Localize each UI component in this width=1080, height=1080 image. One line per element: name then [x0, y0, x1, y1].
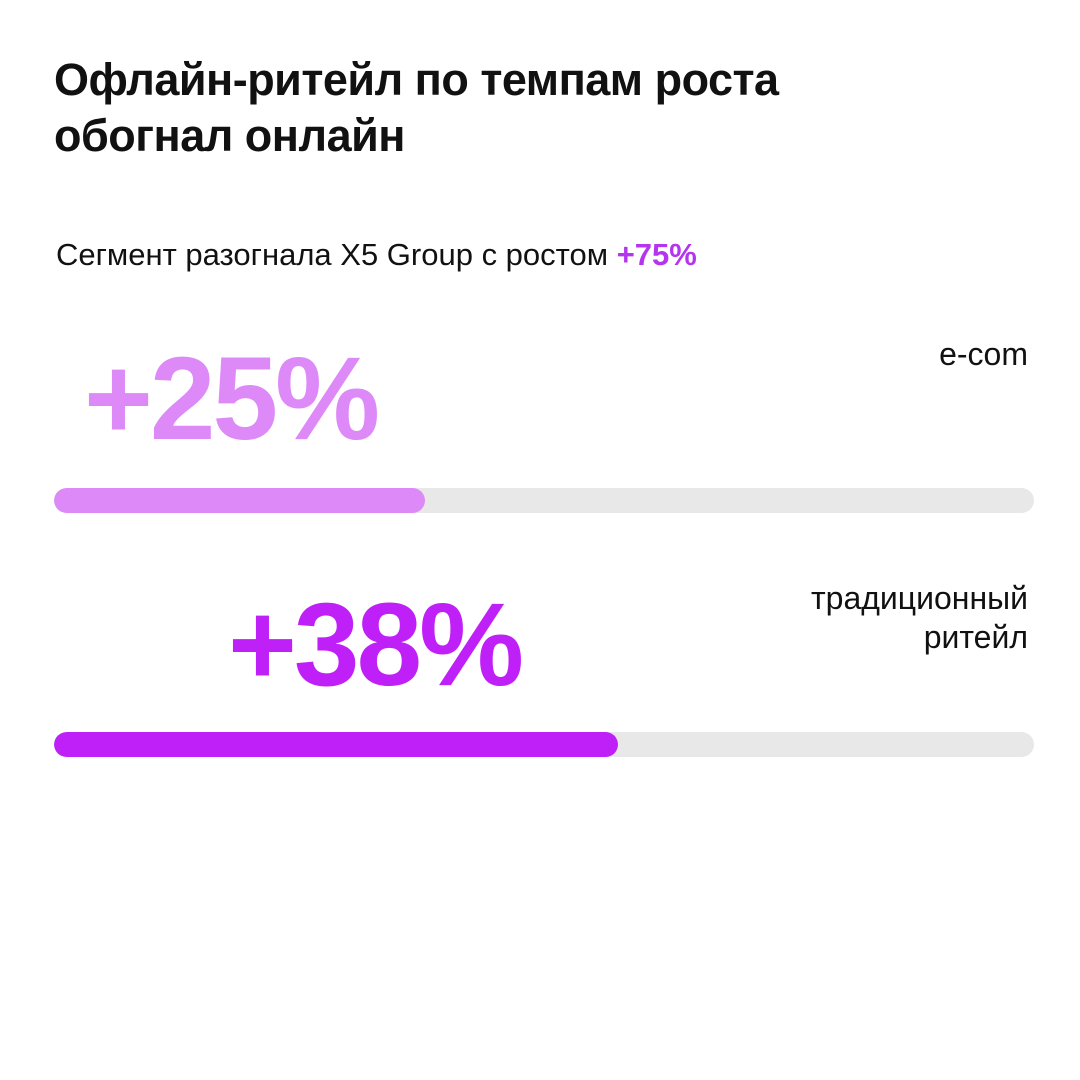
bar-fill-ecom — [54, 488, 426, 513]
subtitle: Сегмент разогнала X5 Group с ростом +75% — [56, 235, 697, 275]
bar-row-ecom: +25% e-com — [0, 330, 1080, 570]
bar-track-ecom — [54, 488, 1034, 513]
bar-track-traditional — [54, 732, 1034, 757]
page-title: Офлайн-ритейл по темпам роста обогнал он… — [54, 54, 779, 161]
subtitle-highlight: +75% — [616, 237, 697, 272]
category-label-traditional: традиционный ритейл — [811, 579, 1028, 657]
bar-row-traditional: +38% традиционный ритейл — [0, 574, 1080, 814]
category-label-traditional-line2: ритейл — [923, 619, 1028, 655]
subtitle-text: Сегмент разогнала X5 Group с ростом — [56, 237, 609, 272]
category-label-traditional-line1: традиционный — [810, 580, 1028, 616]
bar-fill-traditional — [54, 732, 619, 757]
value-label-ecom: +25% — [84, 333, 380, 465]
value-label-traditional: +38% — [228, 579, 524, 711]
category-label-ecom: e-com — [939, 336, 1028, 372]
